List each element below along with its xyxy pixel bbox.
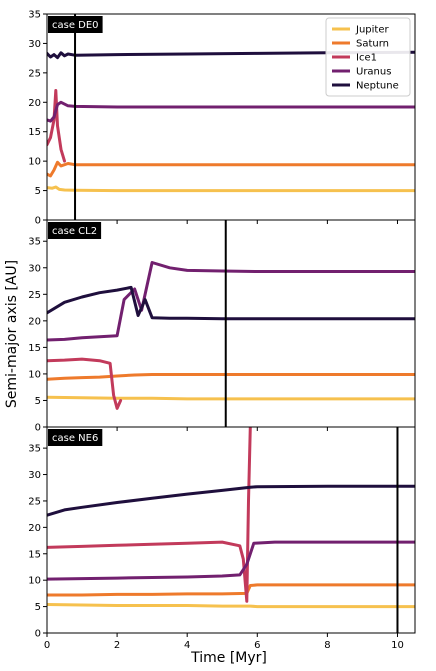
series-line-jupiter (47, 603, 415, 609)
svg-text:case NE6: case NE6 (52, 433, 98, 444)
y-tick-label: 15 (28, 549, 41, 560)
plot-area (47, 427, 415, 633)
y-tick-label: 35 (28, 10, 41, 21)
panel-2: 0 5 10 15 20 25 30 35 case CL2 (28, 219, 416, 434)
series-line-ice1 (47, 89, 66, 163)
y-tick-label: 35 (28, 444, 41, 455)
y-tick-label: 0 (35, 216, 41, 227)
y-tick-label: 35 (28, 237, 41, 248)
y-tick-label: 30 (28, 263, 41, 274)
y-tick-label: 5 (35, 396, 41, 407)
series-line-ice1 (47, 357, 123, 410)
x-axis-label: Time [Myr] (190, 650, 267, 666)
legend-entry: Ice1 (356, 53, 377, 64)
legend: Jupiter Saturn Ice1 Uranus Neptune (325, 17, 411, 97)
y-tick-label: 30 (28, 470, 41, 481)
axes-frame (46, 426, 416, 634)
series-line-ice1 (47, 427, 252, 603)
y-tick-label: 15 (28, 343, 41, 354)
y-tick-label: 10 (28, 157, 41, 168)
svg-text:case CL2: case CL2 (52, 226, 97, 237)
y-tick-label: 5 (35, 186, 41, 197)
y-tick-label: 20 (28, 98, 41, 109)
y-tick-label: 15 (28, 127, 41, 138)
y-tick-label: 30 (28, 39, 41, 50)
series-line-saturn (47, 160, 415, 178)
x-tick-label: 8 (324, 640, 330, 651)
series-line-saturn (47, 373, 415, 381)
y-tick-label: 25 (28, 68, 41, 79)
legend-box (325, 17, 411, 97)
legend-entry: Saturn (356, 39, 389, 50)
y-tick-label: 5 (35, 602, 41, 613)
legend-entry: Neptune (356, 81, 399, 92)
x-tick-label: 6 (254, 640, 260, 651)
plot-area (47, 220, 415, 427)
panel-1: 0 5 10 15 20 25 30 35 case DE0 Jupiter Saturn Ice1 U… (28, 10, 416, 227)
series-line-uranus (47, 540, 415, 581)
series-line-jupiter (47, 395, 415, 401)
series-line-uranus (47, 261, 415, 342)
legend-entry: Uranus (356, 67, 391, 78)
series-line-neptune (47, 285, 415, 321)
x-tick-label: 2 (114, 640, 120, 651)
case-label: case DE0 (48, 16, 103, 33)
series-line-uranus (47, 100, 415, 123)
series-line-saturn (47, 583, 415, 597)
y-tick-label: 25 (28, 496, 41, 507)
series-line-neptune (47, 50, 415, 60)
x-tick-label: 4 (184, 640, 190, 651)
y-tick-label: 10 (28, 576, 41, 587)
y-tick-label: 20 (28, 316, 41, 327)
y-tick-label: 10 (28, 369, 41, 380)
legend-entry: Jupiter (355, 25, 389, 36)
axes-frame (46, 219, 416, 428)
x-tick-label: 10 (391, 640, 404, 651)
series-line-jupiter (47, 185, 415, 193)
case-label: case NE6 (48, 429, 103, 446)
y-tick-label: 20 (28, 523, 41, 534)
y-tick-label: 25 (28, 290, 41, 301)
plot-area (47, 14, 415, 220)
y-axis-label: Semi-major axis [AU] (4, 260, 20, 408)
x-tick-label: 0 (44, 640, 50, 651)
y-tick-label: 0 (35, 629, 41, 640)
case-label: case CL2 (48, 222, 102, 239)
panel-3: 0 5 10 15 20 25 30 35 0 2 4 6 8 10 case NE6 (28, 426, 416, 651)
svg-text:case DE0: case DE0 (52, 20, 99, 31)
series-line-neptune (47, 484, 415, 517)
y-tick-label: 0 (35, 423, 41, 434)
